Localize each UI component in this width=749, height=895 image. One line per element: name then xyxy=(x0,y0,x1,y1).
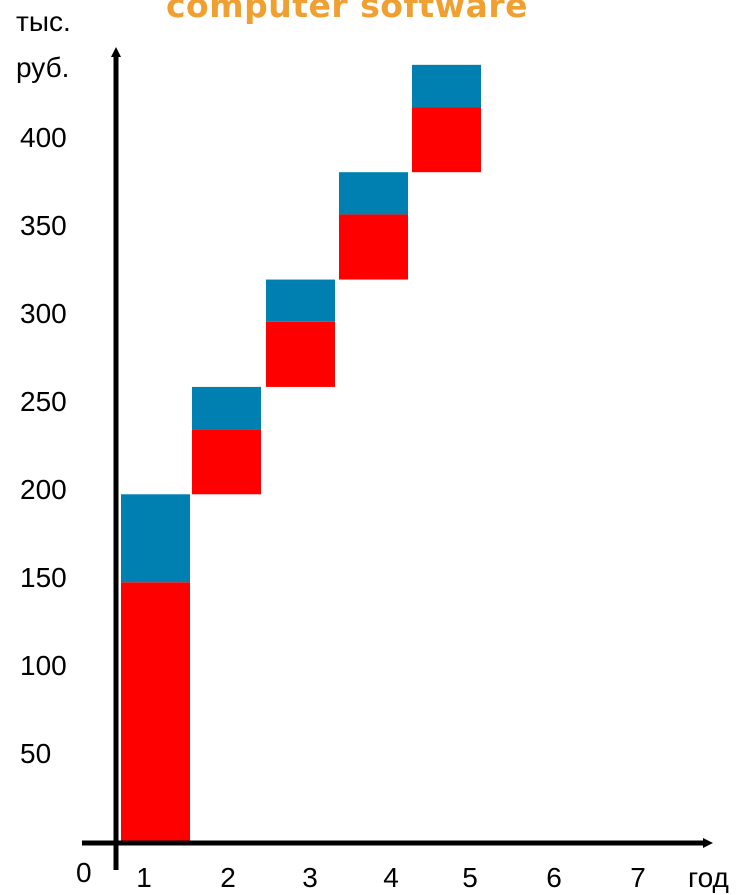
bar-5-lower-segment xyxy=(412,107,481,173)
bar-2-upper-segment xyxy=(192,386,261,430)
y-tick-label-250: 250 xyxy=(20,386,67,417)
y-tick-label-100: 100 xyxy=(20,650,67,681)
y-axis-unit-line-2: руб. xyxy=(16,52,70,83)
watermark-text: computer software xyxy=(166,0,529,25)
bar-3-lower-segment xyxy=(266,321,335,387)
x-tick-label-6: 6 xyxy=(546,862,562,893)
bar-1-upper-segment xyxy=(121,494,190,583)
y-tick-label-300: 300 xyxy=(20,298,67,329)
x-tick-label-1: 1 xyxy=(136,862,152,893)
bar-5-upper-segment xyxy=(412,64,481,108)
bars-group xyxy=(121,64,481,841)
x-tick-label-5: 5 xyxy=(462,862,478,893)
bar-2-lower-segment xyxy=(192,429,261,495)
bar-3-upper-segment xyxy=(266,279,335,322)
y-tick-label-400: 400 xyxy=(20,122,67,153)
x-tick-label-7: 7 xyxy=(630,862,646,893)
y-tick-label-150: 150 xyxy=(20,562,67,593)
tick-labels-group: 50 100 150 200 250 300 350 400 1 2 3 4 5 6 7 0 год xyxy=(20,122,729,893)
x-tick-label-4: 4 xyxy=(383,862,399,893)
bar-4-upper-segment xyxy=(339,172,408,215)
x-tick-label-2: 2 xyxy=(220,862,236,893)
y-tick-label-200: 200 xyxy=(20,474,67,505)
bar-4-lower-segment xyxy=(339,214,408,280)
bar-1-lower-segment xyxy=(121,582,190,841)
y-tick-label-50: 50 xyxy=(20,738,51,769)
x-axis-label: год xyxy=(688,862,729,893)
origin-label: 0 xyxy=(76,857,92,888)
y-tick-label-350: 350 xyxy=(20,210,67,241)
x-tick-label-3: 3 xyxy=(302,862,318,893)
y-axis-unit-line-1: тыс. xyxy=(16,6,71,37)
axes-group xyxy=(82,47,713,870)
